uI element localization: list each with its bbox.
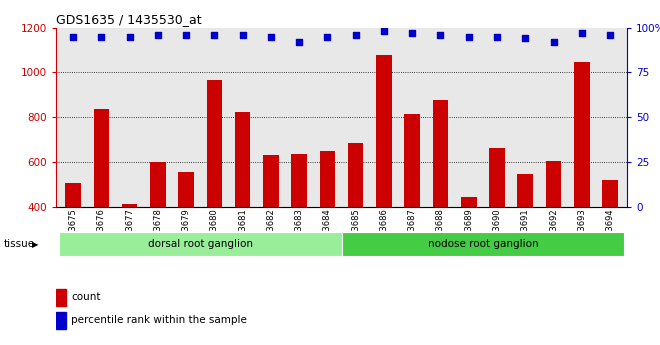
Bar [603, 180, 618, 207]
Point [294, 39, 304, 45]
Bar [546, 161, 561, 207]
Text: GDS1635 / 1435530_at: GDS1635 / 1435530_at [56, 13, 202, 27]
Point [68, 34, 79, 39]
Text: ▶: ▶ [32, 239, 38, 249]
Bar [291, 154, 307, 207]
Bar [207, 80, 222, 207]
Point [322, 34, 333, 39]
Bar [65, 184, 81, 207]
Point [548, 39, 559, 45]
Bar [574, 62, 589, 207]
Point [152, 32, 163, 38]
Bar [263, 155, 279, 207]
Text: nodose root ganglion: nodose root ganglion [428, 239, 538, 249]
Bar [489, 148, 505, 207]
Bar [517, 175, 533, 207]
Bar [405, 114, 420, 207]
Text: dorsal root ganglion: dorsal root ganglion [148, 239, 253, 249]
Bar [122, 204, 137, 207]
Point [265, 34, 276, 39]
Point [463, 34, 474, 39]
Point [379, 28, 389, 34]
Point [520, 36, 531, 41]
Point [181, 32, 191, 38]
Text: tissue: tissue [3, 239, 34, 249]
Bar [56, 289, 66, 306]
Point [238, 32, 248, 38]
Bar [461, 197, 477, 207]
Point [124, 34, 135, 39]
Point [435, 32, 446, 38]
Point [209, 32, 220, 38]
Bar [342, 233, 624, 256]
Point [576, 30, 587, 36]
Bar [94, 109, 109, 207]
Bar [56, 312, 66, 329]
Bar [319, 151, 335, 207]
Point [96, 34, 107, 39]
Point [407, 30, 418, 36]
Bar [433, 100, 448, 207]
Bar [235, 112, 250, 207]
Point [492, 34, 502, 39]
Bar [178, 172, 194, 207]
Bar [150, 162, 166, 207]
Text: count: count [71, 293, 100, 302]
Bar [376, 55, 392, 207]
Point [350, 32, 361, 38]
Point [605, 32, 615, 38]
Bar [348, 143, 364, 207]
Text: percentile rank within the sample: percentile rank within the sample [71, 315, 247, 325]
Bar [59, 233, 342, 256]
